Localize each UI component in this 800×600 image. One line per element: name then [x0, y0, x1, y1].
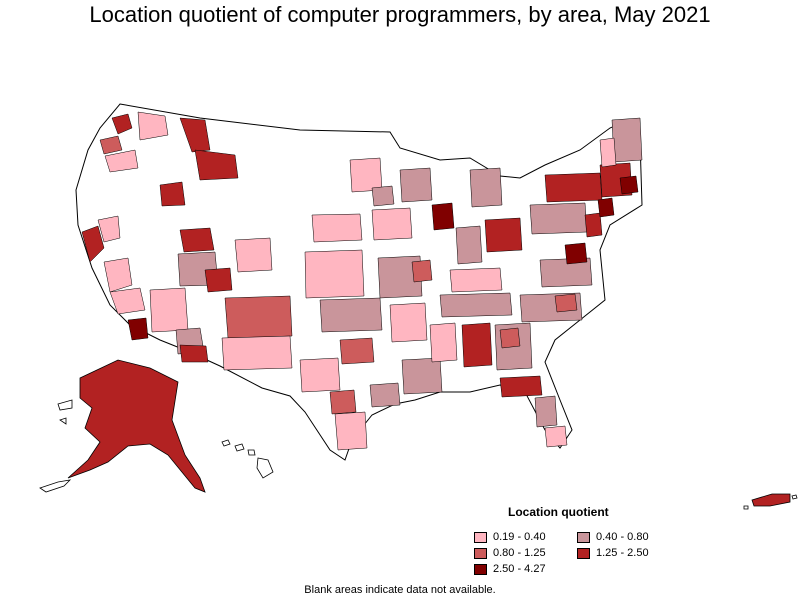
- area-dc-metro: [564, 242, 588, 265]
- area-chicago: [431, 202, 455, 231]
- area-florida-central: [534, 395, 558, 428]
- area-maine: [611, 117, 643, 163]
- area-pennsylvania: [529, 202, 588, 235]
- area-oregon-central: [104, 149, 139, 173]
- legend-item-4: 1.25 - 2.50: [577, 547, 649, 559]
- puerto-rico-islets: [743, 494, 798, 510]
- area-vermont-nh: [599, 137, 617, 168]
- legend-title: Location quotient: [508, 505, 609, 519]
- legend-swatch-5: [474, 563, 487, 575]
- area-montana-west: [194, 149, 239, 181]
- area-tennessee: [439, 292, 513, 318]
- area-arkansas: [389, 302, 428, 343]
- area-nyc: [597, 197, 615, 218]
- area-sf-bay: [81, 225, 105, 263]
- legend-swatch-2: [577, 531, 590, 543]
- area-austin: [329, 389, 357, 415]
- area-texas-south: [334, 411, 368, 451]
- legend-label-2: 0.40 - 0.80: [596, 531, 649, 543]
- area-boise: [159, 181, 186, 207]
- area-nm-south: [221, 335, 293, 371]
- area-boston: [619, 175, 639, 195]
- legend-item-1: 0.19 - 0.40: [474, 531, 546, 543]
- area-alabama: [461, 322, 493, 368]
- area-twin-cities: [371, 185, 395, 207]
- hawaii: [221, 439, 274, 479]
- area-tucson: [179, 344, 209, 363]
- area-houston: [369, 382, 401, 408]
- area-nm-north: [224, 295, 293, 339]
- legend-item-3: 0.80 - 1.25: [474, 547, 546, 559]
- alaska: [67, 359, 206, 493]
- area-spokane: [137, 111, 169, 141]
- area-ohio: [484, 217, 523, 253]
- area-wisconsin: [399, 167, 433, 203]
- area-portland: [99, 135, 123, 155]
- area-indiana: [455, 225, 483, 265]
- legend-label-1: 0.19 - 0.40: [493, 531, 546, 543]
- area-florida-north: [499, 375, 543, 398]
- area-arizona-west: [149, 287, 189, 333]
- area-seattle: [111, 113, 133, 135]
- area-sacramento: [97, 215, 121, 243]
- area-minnesota: [349, 157, 383, 193]
- legend-swatch-4: [577, 547, 590, 559]
- area-new-york: [544, 172, 603, 203]
- area-los-angeles: [109, 287, 146, 315]
- area-philadelphia: [584, 212, 603, 238]
- area-kansas: [304, 249, 365, 299]
- area-regions: [81, 111, 643, 451]
- area-central-valley: [103, 257, 133, 293]
- area-texas-west: [299, 357, 341, 393]
- legend-item-5: 2.50 - 4.27: [474, 563, 546, 575]
- area-florida-south: [544, 425, 568, 448]
- area-atlanta: [499, 327, 521, 349]
- area-louisiana: [401, 357, 443, 395]
- area-san-diego: [127, 317, 149, 341]
- area-idaho-north: [179, 117, 211, 153]
- area-colorado-front: [234, 237, 273, 273]
- area-oklahoma: [319, 297, 383, 333]
- footnote: Blank areas indicate data not available.: [304, 584, 496, 596]
- area-raleigh: [554, 293, 578, 313]
- area-colorado-west: [204, 267, 233, 293]
- area-utah: [179, 227, 215, 253]
- puerto-rico: [751, 493, 791, 507]
- alaska-islands: [39, 399, 73, 493]
- area-st-louis: [411, 259, 433, 283]
- legend-label-5: 2.50 - 4.27: [493, 563, 546, 575]
- page-title: Location quotient of computer programmer…: [89, 2, 711, 27]
- area-missouri: [377, 255, 423, 299]
- area-mississippi: [429, 322, 458, 363]
- area-iowa: [371, 207, 413, 241]
- legend-item-2: 0.40 - 0.80: [577, 531, 649, 543]
- area-kentucky: [449, 267, 503, 293]
- area-dallas: [339, 337, 375, 365]
- area-michigan: [469, 167, 503, 208]
- legend-swatch-1: [474, 531, 487, 543]
- legend-label-3: 0.80 - 1.25: [493, 547, 546, 559]
- legend-swatch-3: [474, 547, 487, 559]
- legend-label-4: 1.25 - 2.50: [596, 547, 649, 559]
- area-nebraska-east: [311, 213, 363, 243]
